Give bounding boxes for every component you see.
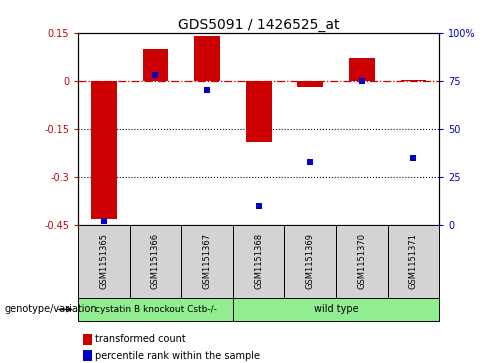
Bar — [401, 80, 427, 81]
Bar — [194, 36, 220, 81]
Text: GSM1151370: GSM1151370 — [357, 233, 366, 289]
Text: GSM1151369: GSM1151369 — [305, 233, 315, 289]
Point — [409, 155, 417, 161]
Bar — [246, 81, 271, 142]
Text: GSM1151366: GSM1151366 — [151, 233, 160, 289]
Bar — [349, 58, 375, 81]
Text: wild type: wild type — [314, 305, 358, 314]
Point — [203, 87, 211, 93]
Bar — [297, 81, 323, 87]
Text: cystatin B knockout Cstb-/-: cystatin B knockout Cstb-/- — [95, 305, 216, 314]
Point — [358, 78, 366, 84]
Point — [306, 159, 314, 164]
Text: GSM1151365: GSM1151365 — [100, 233, 108, 289]
Text: GSM1151367: GSM1151367 — [203, 233, 212, 289]
Text: transformed count: transformed count — [95, 334, 186, 344]
Title: GDS5091 / 1426525_at: GDS5091 / 1426525_at — [178, 18, 339, 32]
Bar — [142, 49, 168, 81]
Text: GSM1151368: GSM1151368 — [254, 233, 263, 289]
Text: GSM1151371: GSM1151371 — [409, 233, 418, 289]
Point — [100, 218, 108, 224]
Text: percentile rank within the sample: percentile rank within the sample — [95, 351, 260, 361]
Point — [255, 203, 263, 209]
Point — [152, 72, 160, 78]
Text: genotype/variation: genotype/variation — [5, 305, 98, 314]
Bar — [91, 81, 117, 219]
